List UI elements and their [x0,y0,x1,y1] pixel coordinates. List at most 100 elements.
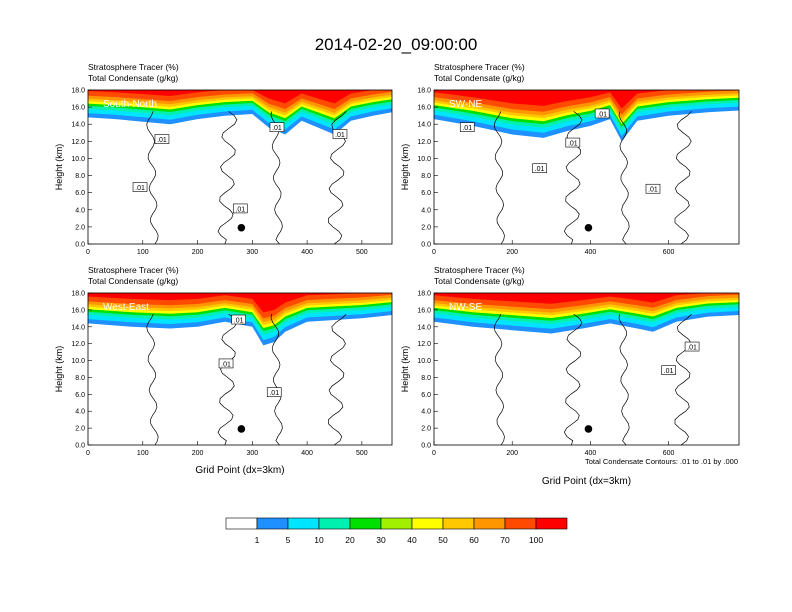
contour-line [146,111,159,244]
colorbar: 1 5 10 20 30 40 50 60 70 100 [225,517,568,545]
colorbar-swatch [473,517,506,530]
field-label-condensate: Total Condensate (g/kg) [88,73,178,83]
colorbar-label: 60 [469,535,479,545]
condensate-contours [493,313,692,445]
y-tick-label: 4.0 [75,207,85,214]
x-tick-label: 0 [432,249,436,256]
x-tick-label: 400 [301,450,313,457]
x-tick-label: 0 [86,249,90,256]
y-tick-label: 10.0 [417,156,431,163]
contour-label-text: .01 [272,125,282,132]
field-label-condensate: Total Condensate (g/kg) [88,276,178,286]
colorbar-swatch [225,517,258,530]
contour-label: .01 [269,122,285,132]
y-tick-label: 8.0 [75,173,85,180]
location-marker [237,223,246,232]
y-axis-label: Height (km) [400,346,410,393]
contour-label-text: .01 [462,125,472,132]
y-tick-label: 14.0 [417,324,431,331]
contour-label: .01 [459,122,475,132]
y-tick-label: 12.0 [71,139,85,146]
contour-label-text: .01 [687,345,697,352]
field-label-tracer: Stratosphere Tracer (%) [434,62,525,72]
contour-label-text: .01 [664,368,674,375]
figure-title: 2014-02-20_09:00:00 [315,35,478,54]
y-tick-label: 12.0 [417,341,431,348]
y-tick-label: 16.0 [71,105,85,112]
contour-line [217,313,238,445]
contour-line [493,111,505,244]
x-tick-label: 600 [663,249,675,256]
colorbar-swatch [411,517,444,530]
tracer-band-9 [88,90,392,104]
contour-label-text: .01 [535,166,545,173]
plot-area: .01 .01 .01 [88,293,392,445]
x-tick-label: 300 [246,450,258,457]
y-axis-label: Height (km) [54,346,64,393]
plot-area: .01 .01 .01 .01 .01 [88,90,392,244]
contour-line [270,314,283,445]
contour-label-text: .01 [234,318,244,325]
x-axis-label: Grid Point (dx=3km) [542,476,631,487]
y-tick-label: 10.0 [71,358,85,365]
y-tick-label: 18.0 [417,88,431,95]
contour-label: .01 [266,387,282,397]
colorbar-swatch [287,517,320,530]
y-axis-label: Height (km) [54,144,64,191]
colorbar-label: 100 [529,535,543,545]
contour-label: .01 [154,134,170,144]
y-tick-label: 0.0 [75,242,85,249]
colorbar-label: 20 [345,535,355,545]
contour-label-box [684,341,700,352]
contour-label: .01 [684,341,700,352]
panels: .01 .01 .01 .01 .01 South-North Stratosphere T… [54,62,740,487]
x-tick-label: 100 [137,249,149,256]
colorbar-swatch [256,517,289,530]
condensate-contours [493,111,692,244]
colorbar-label: 70 [500,535,510,545]
colorbar-swatch [380,517,413,530]
contour-label-box [594,108,610,119]
y-tick-label: 6.0 [75,190,85,197]
y-tick-label: 14.0 [71,122,85,129]
location-marker [237,425,246,433]
y-tick-label: 6.0 [421,190,431,197]
plot-area: .01 .01 .01 .01 .01 [434,90,739,244]
contour-label-box [645,183,661,194]
contour-label-box [132,182,148,192]
x-tick-label: 200 [192,249,204,256]
y-tick-label: 6.0 [75,392,85,399]
contour-line [674,111,692,244]
colorbar-label: 5 [286,535,291,545]
contour-label: .01 [218,358,234,368]
panel-label: NW-SE [449,302,482,313]
contour-label-text: .01 [135,185,145,192]
y-tick-label: 4.0 [421,207,431,214]
y-tick-label: 18.0 [71,88,85,95]
x-tick-label: 400 [585,450,597,457]
contour-label: .01 [661,365,676,375]
contour-label-text: .01 [648,187,658,194]
panel-label: South-North [103,99,157,110]
contour-label: .01 [565,137,581,148]
y-tick-label: 0.0 [421,443,431,450]
contour-label-text: .01 [235,206,245,213]
contour-line [618,314,630,445]
contour-label: .01 [231,314,246,325]
x-tick-label: 0 [432,450,436,457]
contour-label-box [332,129,348,139]
contour-line [563,111,583,244]
x-tick-label: 500 [356,450,368,457]
y-tick-label: 6.0 [421,392,431,399]
y-tick-label: 16.0 [417,307,431,314]
colorbar-swatch [442,517,475,530]
x-tick-label: 200 [506,249,518,256]
contour-label: .01 [645,183,661,194]
panel-south-north: .01 .01 .01 .01 .01 South-North Stratosphere T… [54,62,393,256]
y-tick-label: 2.0 [421,426,431,433]
contour-label: .01 [332,129,348,139]
y-tick-label: 14.0 [417,122,431,129]
panel-sw-ne: .01 .01 .01 .01 .01 SW-NE Stratosphere Tracer … [400,62,740,256]
contour-label: .01 [532,163,547,173]
